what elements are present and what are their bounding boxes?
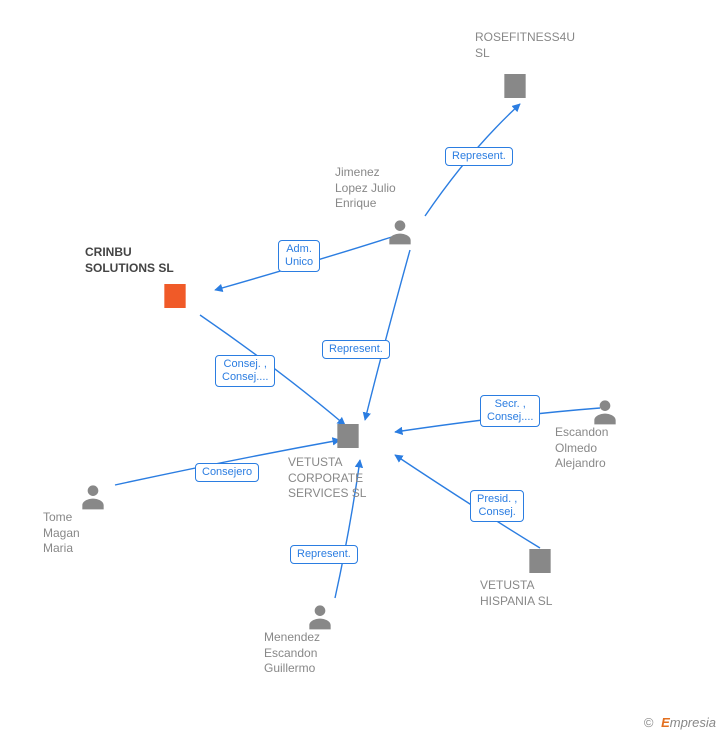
watermark: © Empresia: [644, 715, 716, 730]
edge-label: Presid. , Consej.: [470, 490, 524, 522]
edge: [365, 250, 410, 420]
node-label: Tome Magan Maria: [43, 510, 163, 557]
node-label: VETUSTA CORPORATE SERVICES SL: [288, 455, 408, 502]
edge-label: Represent.: [445, 147, 513, 166]
edge-label: Represent.: [322, 340, 390, 359]
brand-rest: mpresia: [670, 715, 716, 730]
building-icon: [499, 70, 531, 102]
copyright-symbol: ©: [644, 715, 654, 730]
person-icon: [589, 395, 621, 427]
building-icon: [159, 280, 191, 312]
edge-label: Consejero: [195, 463, 259, 482]
node-label: CRINBU SOLUTIONS SL: [85, 245, 205, 276]
edge-label: Consej. , Consej....: [215, 355, 275, 387]
edge-label: Adm. Unico: [278, 240, 320, 272]
edge-label: Secr. , Consej....: [480, 395, 540, 427]
building-icon: [524, 545, 556, 577]
node-label: Jimenez Lopez Julio Enrique: [335, 165, 455, 212]
node-label: ROSEFITNESS4U SL: [475, 30, 595, 61]
edges-layer: [0, 0, 728, 740]
person-icon: [77, 480, 109, 512]
node-label: VETUSTA HISPANIA SL: [480, 578, 600, 609]
person-icon: [384, 215, 416, 247]
building-icon: [332, 420, 364, 452]
brand-initial: E: [661, 715, 670, 730]
diagram-canvas: Represent. Adm. Unico Represent. Consej. , …: [0, 0, 728, 740]
node-label: Menendez Escandon Guillermo: [264, 630, 384, 677]
person-icon: [304, 600, 336, 632]
edge-label: Represent.: [290, 545, 358, 564]
node-label: Escandon Olmedo Alejandro: [555, 425, 675, 472]
